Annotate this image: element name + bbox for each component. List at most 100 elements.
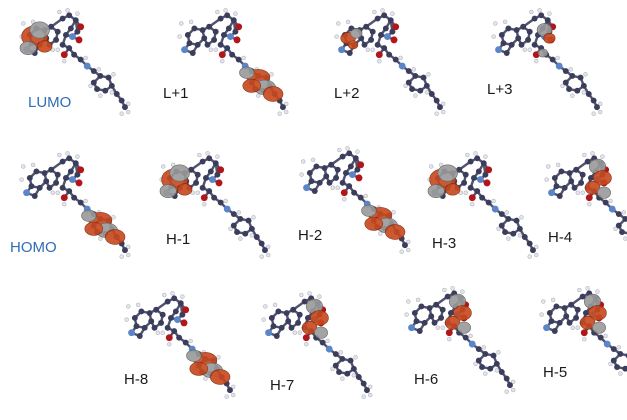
carbon-atom — [381, 45, 388, 52]
carbon-atom — [26, 175, 33, 181]
carbon-atom — [479, 364, 486, 371]
carbon-atom — [217, 15, 224, 22]
carbon-atom — [41, 170, 48, 176]
carbon-atom — [319, 339, 326, 346]
carbon-atom — [53, 36, 60, 43]
hydrogen-atom — [527, 47, 532, 52]
oxygen-atom — [165, 334, 173, 342]
carbon-atom — [301, 298, 308, 305]
hydrogen-atom — [216, 355, 221, 360]
carbon-atom — [508, 41, 515, 48]
hydrogen-atom — [111, 72, 116, 77]
carbon-atom — [188, 166, 195, 173]
hydrogen-atom — [411, 67, 416, 72]
hydrogen-atom — [50, 190, 55, 195]
hydrogen-atom — [353, 355, 358, 360]
carbon-atom — [569, 73, 576, 79]
carbon-atom — [350, 365, 357, 372]
hydrogen-atom — [203, 376, 208, 381]
nitrogen-atom — [128, 329, 136, 337]
carbon-atom — [585, 91, 592, 97]
hydrogen-atom — [621, 210, 626, 215]
carbon-atom — [182, 339, 189, 346]
carbon-atom — [71, 194, 78, 201]
orbital-label-h1: H-1 — [166, 231, 191, 248]
carbon-atom — [355, 374, 362, 380]
hydrogen-atom — [504, 210, 509, 215]
orbital-lobes — [361, 204, 406, 240]
carbon-atom — [561, 184, 568, 191]
orbital-panel-h3 — [427, 151, 539, 259]
oxygen-atom — [340, 189, 348, 197]
carbon-atom — [230, 222, 237, 229]
orbital-lobe-positive — [189, 361, 209, 376]
carbon-atom — [43, 178, 50, 185]
orbital-panel-homo — [19, 151, 131, 259]
hydrogen-atom — [126, 304, 131, 309]
carbon-atom — [334, 166, 341, 173]
oxygen-atom — [485, 166, 493, 174]
carbon-atom — [525, 36, 532, 43]
orbital-lobe-negative — [81, 209, 97, 222]
carbon-atom — [167, 315, 174, 321]
oxygen-atom — [77, 166, 85, 174]
carbon-atom — [578, 179, 585, 186]
hydrogen-atom — [481, 345, 486, 350]
carbon-atom — [480, 160, 487, 167]
hydrogen-atom — [534, 252, 539, 258]
oxygen-atom — [585, 194, 593, 202]
orbital-lobe-negative — [186, 349, 202, 362]
hydrogen-atom — [529, 9, 534, 15]
hydrogen-atom — [434, 111, 439, 116]
orbital-lobe-negative — [29, 21, 50, 39]
hydrogen-atom — [580, 190, 585, 195]
oxygen-atom — [357, 161, 365, 169]
carbon-atom — [412, 73, 419, 79]
carbon-atom — [538, 12, 545, 19]
carbon-atom — [225, 25, 232, 32]
oxygen-atom — [180, 319, 188, 327]
hydrogen-atom — [220, 59, 225, 64]
carbon-atom — [158, 319, 165, 326]
hydrogen-atom — [208, 47, 213, 52]
hydrogen-atom — [581, 90, 587, 95]
hydrogen-atom — [506, 236, 511, 241]
hydrogen-atom — [582, 337, 587, 342]
carbon-atom — [328, 161, 335, 168]
oxygen-atom — [75, 179, 83, 187]
hydrogen-atom — [496, 350, 501, 355]
hydrogen-atom — [465, 152, 470, 158]
carbon-atom — [232, 28, 239, 35]
carbon-atom — [33, 168, 40, 175]
carbon-atom — [530, 247, 536, 254]
carbon-atom — [347, 357, 354, 364]
hydrogen-atom — [570, 325, 575, 330]
hydrogen-atom — [126, 244, 131, 250]
nitrogen-atom — [555, 62, 563, 70]
carbon-atom — [602, 199, 609, 206]
carbon-atom — [316, 179, 323, 186]
carbon-atom — [510, 230, 517, 237]
orbital-lobe-positive — [579, 315, 596, 330]
hydrogen-atom — [368, 392, 373, 398]
oxygen-atom — [235, 23, 243, 31]
hydrogen-atom — [55, 190, 60, 195]
carbon-atom — [568, 178, 575, 185]
nitrogen-atom — [223, 205, 231, 213]
oxygen-atom — [445, 329, 453, 337]
carbon-atom — [66, 45, 73, 52]
hydrogen-atom — [568, 67, 573, 72]
hydrogen-atom — [470, 202, 475, 207]
carbon-atom — [551, 175, 558, 181]
orbital-lobe-negative — [427, 184, 445, 198]
carbon-atom — [53, 179, 60, 186]
hydrogen-atom — [330, 366, 335, 371]
hydrogen-atom — [98, 93, 103, 98]
hydrogen-atom — [75, 11, 80, 16]
orbital-lobes — [536, 23, 556, 58]
hydrogen-atom — [560, 83, 565, 88]
orbital-lobes — [444, 293, 472, 334]
carbon-atom — [610, 346, 617, 352]
carbon-atom — [505, 216, 512, 222]
carbon-atom — [280, 104, 286, 111]
